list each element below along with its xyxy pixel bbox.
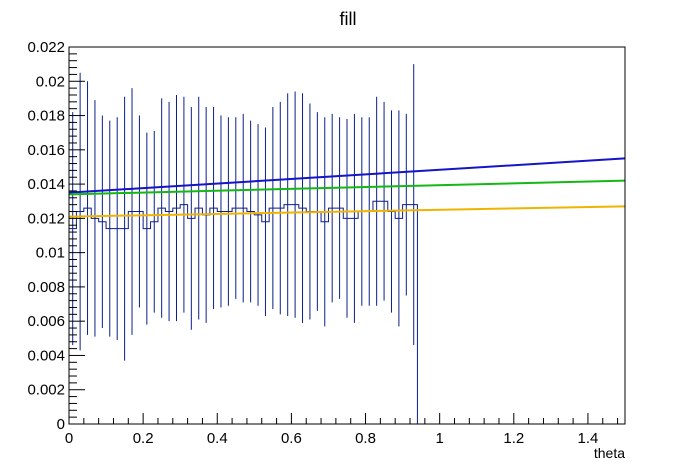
chart-title: fill [340,9,357,29]
y-tick-label: 0.006 [27,313,65,330]
x-axis: 0 0.2 0.4 0.6 0.8 1 1.2 1.4 [65,413,619,447]
x-tick-label: 0.8 [355,430,376,447]
y-tick-label: 0.018 [27,108,65,125]
y-tick-label: 0.008 [27,279,65,296]
x-tick-label: 1.4 [578,430,599,447]
y-tick-label: 0 [57,416,65,433]
y-tick-label: 0.002 [27,382,65,399]
x-tick-label: 0.6 [281,430,302,447]
x-tick-label: 0 [65,430,73,447]
fit-line-3 [68,205,626,218]
fit-lines [68,157,626,218]
x-tick-label: 1.2 [503,430,524,447]
y-tick-label: 0.016 [27,142,65,159]
x-tick-label: 0.2 [133,430,154,447]
fit-line-1 [68,157,626,194]
y-tick-label: 0.014 [27,176,65,193]
histogram [68,64,425,425]
x-tick-label: 0.4 [207,430,228,447]
y-tick-label: 0.02 [36,73,65,90]
y-tick-label: 0.004 [27,347,65,364]
x-tick-label: 1 [435,430,443,447]
y-tick-label: 0.022 [27,39,65,56]
fit-line-2 [68,179,626,196]
x-axis-label: theta [594,445,625,461]
y-tick-label: 0.01 [36,245,65,262]
y-tick-label: 0.012 [27,210,65,227]
plot-frame [68,46,626,425]
y-axis: 0 0.002 0.004 0.006 0.008 0.01 0.012 0.014 0.016… [27,39,85,433]
